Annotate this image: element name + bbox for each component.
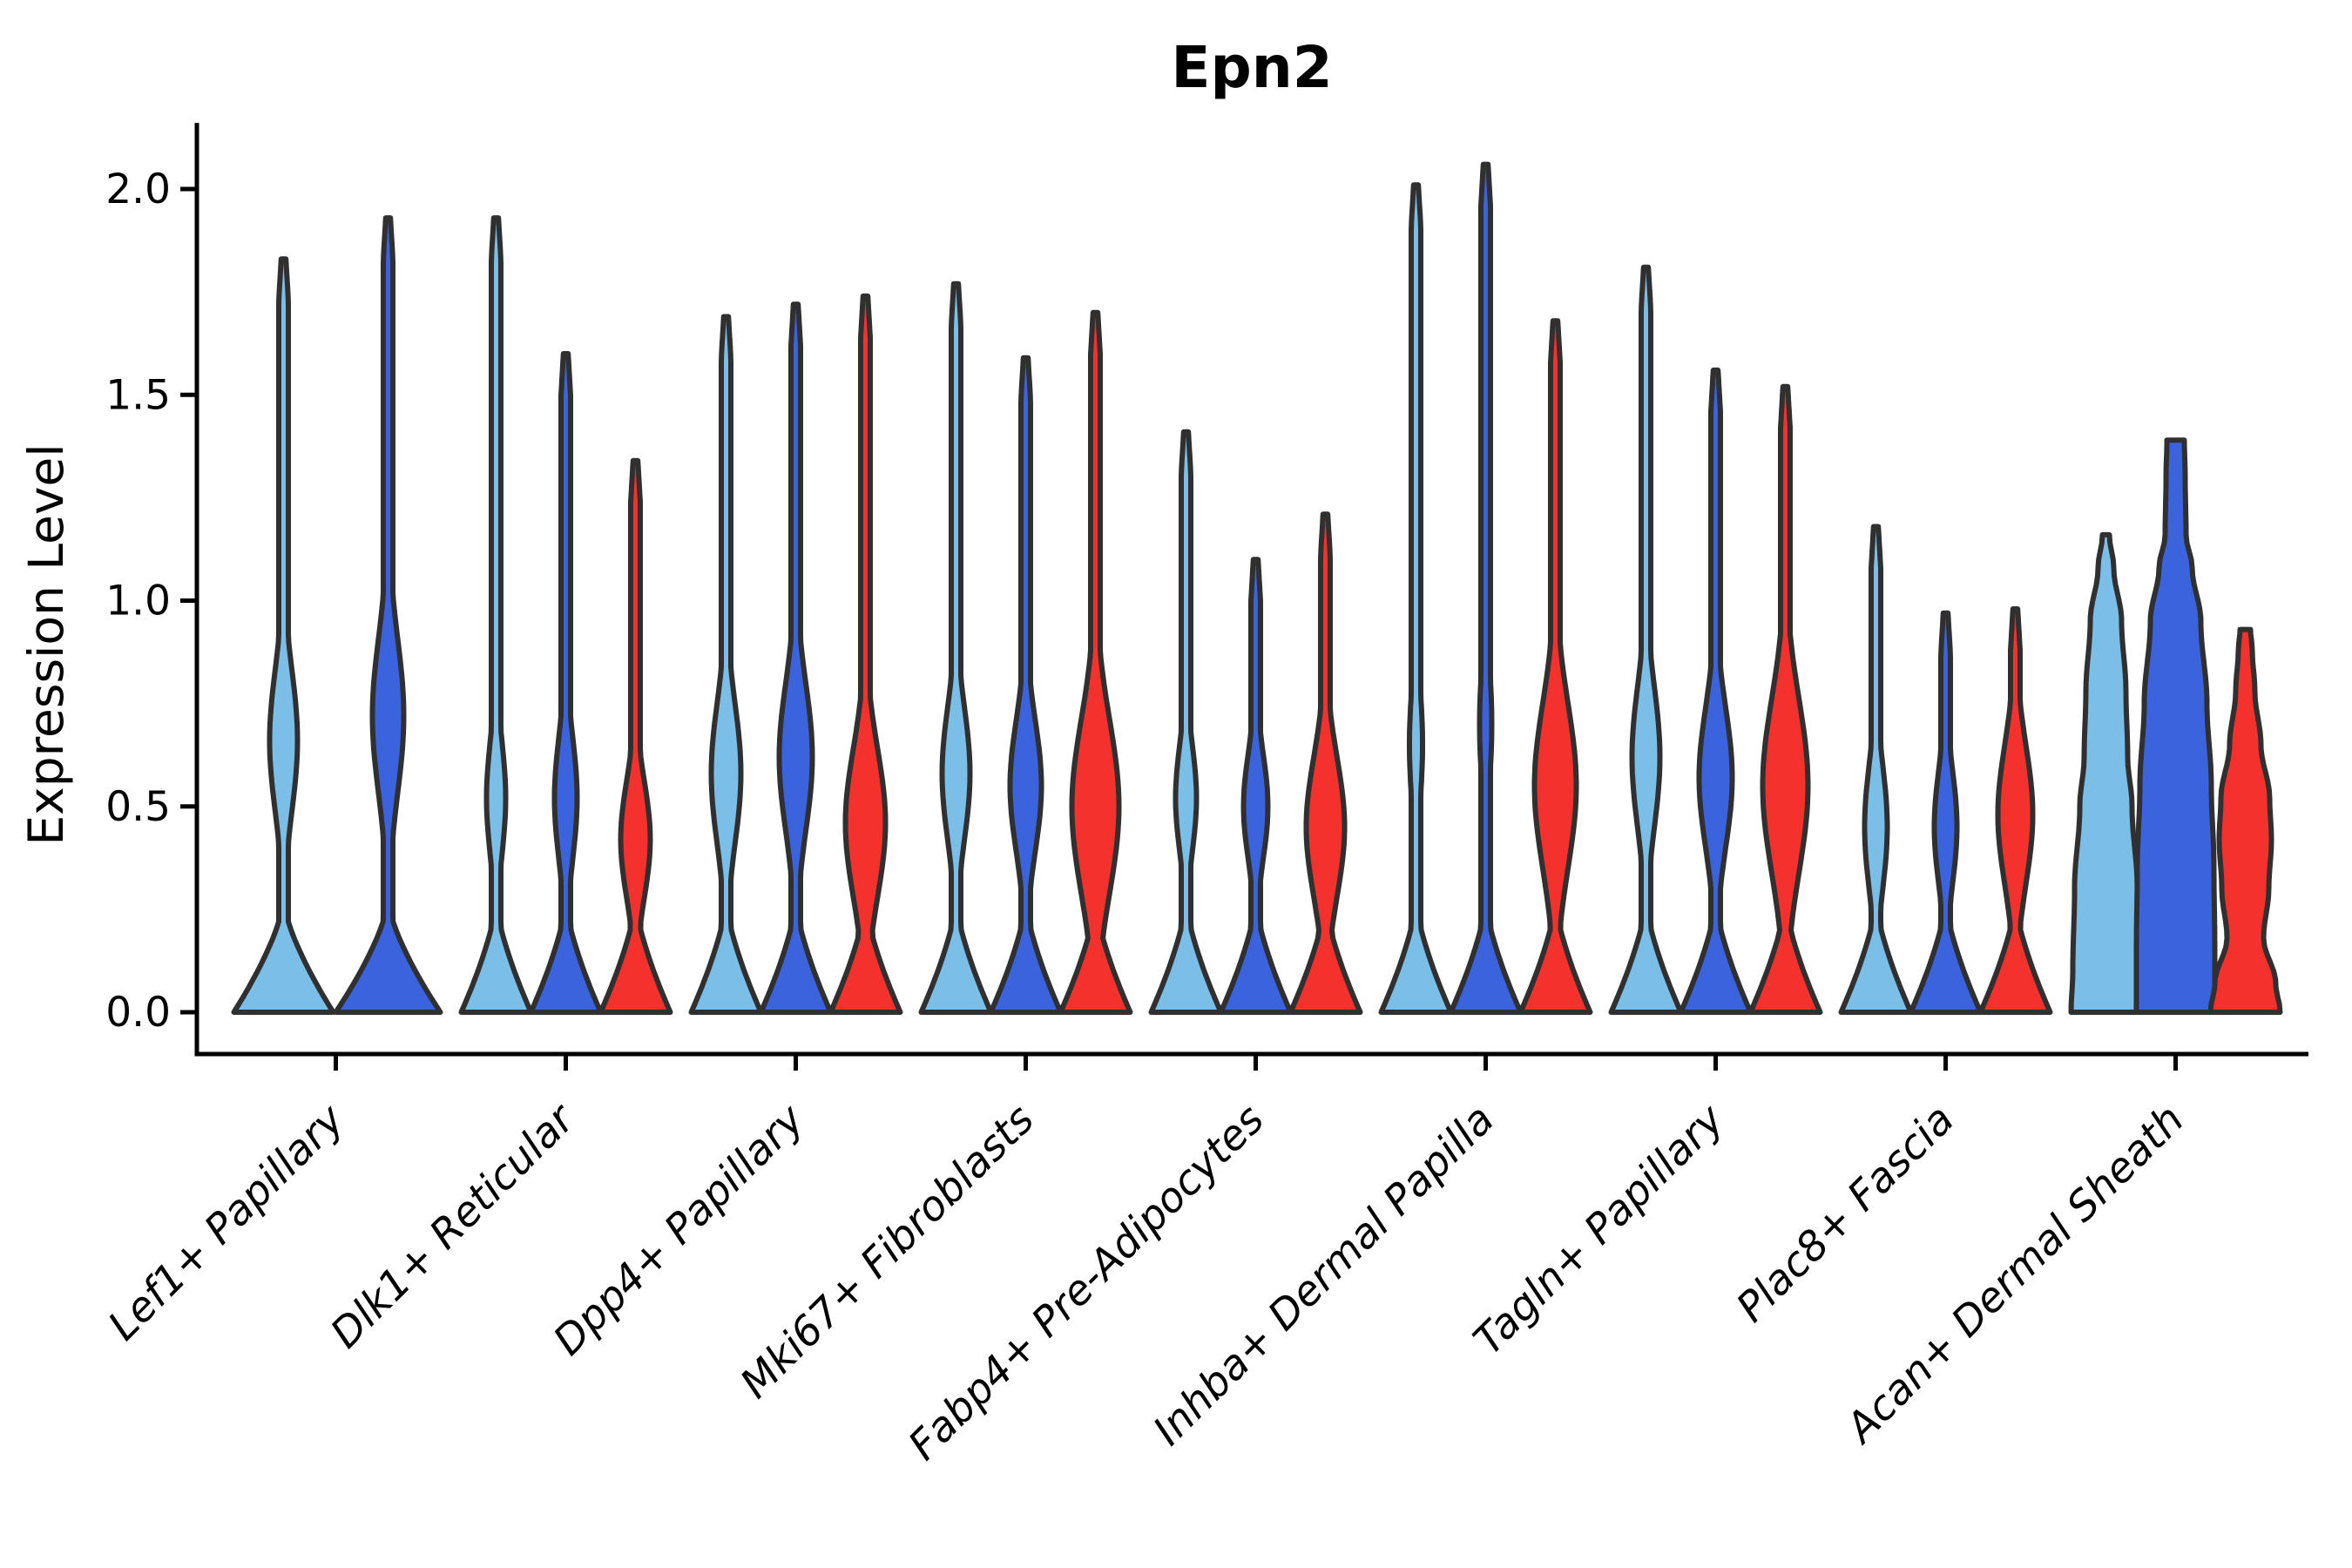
y-axis-label: Expression Level: [18, 443, 74, 845]
violin-mki67-fibroblasts-red: [1058, 309, 1133, 1015]
y-tick-label: 0.5: [105, 783, 171, 831]
violin-plac8-fascia-dark-blue: [1908, 610, 1984, 1015]
violin-inhba-dermal-papilla-light-blue: [1378, 182, 1454, 1015]
violin-acan-dermal-sheath-red: [2207, 626, 2283, 1015]
violins-layer: [231, 161, 2283, 1015]
violin-fabp4-pre-adipocytes-light-blue: [1148, 429, 1224, 1015]
violin-dpp4-papillary-red: [828, 293, 903, 1015]
violin-dpp4-papillary-dark-blue: [758, 301, 834, 1015]
violin-dlk1-reticular-red: [598, 457, 673, 1015]
x-tick-label-dlk1-reticular: Dlk1+ Reticular: [321, 1094, 585, 1358]
y-tick-label: 2.0: [105, 166, 171, 213]
violin-mki67-fibroblasts-dark-blue: [988, 355, 1064, 1015]
violin-plac8-fascia-light-blue: [1838, 524, 1914, 1015]
violin-tagln-papillary-red: [1747, 383, 1823, 1015]
violin-fabp4-pre-adipocytes-dark-blue: [1218, 557, 1294, 1015]
chart-title: Epn2: [1171, 34, 1332, 101]
violin-tagln-papillary-dark-blue: [1678, 367, 1754, 1015]
y-tick-label: 1.0: [105, 578, 171, 625]
violin-mki67-fibroblasts-light-blue: [918, 280, 994, 1015]
violin-dlk1-reticular-dark-blue: [528, 351, 604, 1015]
x-tick-label-plac8-fascia: Plac8+ Fascia: [1727, 1096, 1963, 1332]
violin-fabp4-pre-adipocytes-red: [1288, 511, 1363, 1015]
y-tick-label: 1.5: [105, 371, 171, 419]
x-tick-label-lef1-papillary: Lef1+ Papillary: [99, 1095, 355, 1350]
y-tick-label: 0.0: [105, 989, 171, 1037]
violin-inhba-dermal-papilla-dark-blue: [1448, 161, 1524, 1015]
x-tick-label-tagln-papillary: Tagln+ Papillary: [1464, 1095, 1734, 1365]
violin-acan-dermal-sheath-dark-blue: [2133, 437, 2218, 1015]
violin-plac8-fascia-red: [1977, 606, 2053, 1015]
violin-acan-dermal-sheath-light-blue: [2068, 531, 2144, 1015]
violin-inhba-dermal-papilla-red: [1517, 318, 1593, 1015]
y-axis-ticks: 0.0 0.5 1.0 1.5 2.0: [105, 166, 197, 1037]
x-tick-label-dpp4-papillary: Dpp4+ Papillary: [544, 1095, 814, 1365]
violin-dlk1-reticular-light-blue: [458, 215, 534, 1015]
violin-lef1-papillary-dark-blue: [333, 215, 443, 1015]
violin-dpp4-papillary-light-blue: [688, 314, 764, 1015]
violin-tagln-papillary-light-blue: [1608, 264, 1684, 1015]
violin-lef1-papillary-light-blue: [231, 256, 336, 1015]
